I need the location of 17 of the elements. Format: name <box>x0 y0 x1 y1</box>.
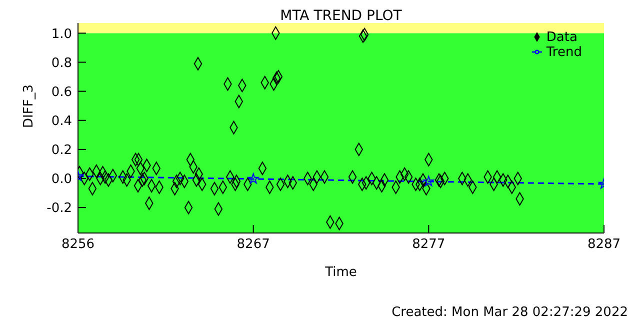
chart-title: MTA TREND PLOT <box>279 8 403 24</box>
legend-label: Trend <box>546 45 582 60</box>
legend-label: Data <box>546 30 578 45</box>
y-tick-label: 0.4 <box>51 114 72 129</box>
y-tick-label: 0.6 <box>51 84 72 100</box>
x-tick-label: 8277 <box>412 237 446 252</box>
y-tick-label: -0.2 <box>46 201 72 216</box>
y-tick-label: 0.2 <box>51 143 72 158</box>
text: Created: Mon Mar 28 02:27:29 2022 <box>392 305 628 320</box>
y-tick-label: 1.0 <box>51 26 72 42</box>
x-axis-title: Time <box>324 265 357 280</box>
x-tick-label: 8267 <box>236 237 270 252</box>
y-tick-label: 0.0 <box>51 172 72 188</box>
x-tick-label: 8287 <box>587 237 621 252</box>
y-axis-title: DIFF_3 <box>22 84 37 128</box>
x-tick-label: 8256 <box>61 237 95 252</box>
y-tick-label: 0.8 <box>51 56 72 71</box>
